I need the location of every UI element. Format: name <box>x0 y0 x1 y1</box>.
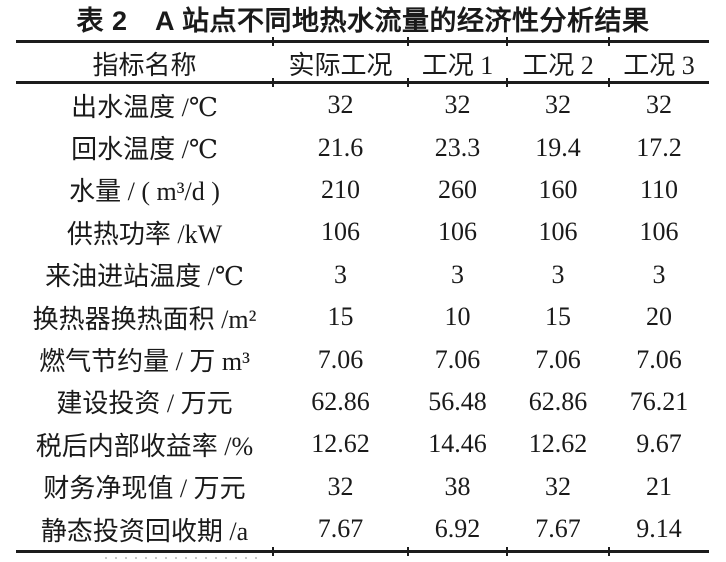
value-cell: 9.14 <box>636 514 682 544</box>
table-top-rule <box>16 40 709 43</box>
row-label: 建设投资 / 万元 <box>56 389 233 419</box>
column-divider-tick <box>407 37 409 46</box>
column-divider-tick <box>506 78 508 87</box>
value-cell: 7.67 <box>535 514 581 544</box>
row-label: 燃气节约量 / 万 m³ <box>39 347 250 377</box>
value-cell: 6.92 <box>434 514 481 544</box>
value-cell: 32 <box>646 90 672 120</box>
column-divider-tick <box>407 547 409 556</box>
row-label: 出水温度 /℃ <box>71 92 218 122</box>
value-cell: 3 <box>451 259 464 289</box>
page-edge-text-artifact <box>105 557 260 559</box>
row-label: 供热功率 /kW <box>66 219 223 249</box>
header-cell-indicator-name: 指标名称 <box>92 50 197 80</box>
value-cell: 32 <box>545 471 571 501</box>
value-cell: 19.4 <box>535 132 581 162</box>
value-cell: 7.06 <box>434 344 481 374</box>
value-cell: 10 <box>444 302 471 332</box>
row-label: 财务净现值 / 万元 <box>43 474 246 504</box>
row-label: 静态投资回收期 /a <box>40 516 249 546</box>
value-cell: 106 <box>438 217 477 247</box>
value-cell: 56.48 <box>428 386 487 416</box>
row-label: 水量 / ( m³/d ) <box>69 177 220 207</box>
column-divider-tick <box>272 37 274 46</box>
value-cell: 62.86 <box>311 386 370 416</box>
value-cell: 32 <box>545 90 571 120</box>
header-cell-scenario: 实际工况 <box>288 50 393 80</box>
value-cell: 76.21 <box>629 386 689 416</box>
table-header-rule <box>16 81 709 84</box>
row-label: 回水温度 /℃ <box>71 135 218 165</box>
value-cell: 23.3 <box>434 132 481 162</box>
column-divider-tick <box>608 78 610 87</box>
value-cell: 3 <box>652 259 666 289</box>
row-label: 换热器换热面积 /m² <box>32 304 257 334</box>
column-divider-tick <box>272 547 274 556</box>
value-cell: 3 <box>334 259 347 289</box>
column-divider-tick <box>506 547 508 556</box>
value-cell: 15 <box>327 302 354 332</box>
row-label: 税后内部收益率 /% <box>35 431 254 461</box>
value-cell: 20 <box>646 302 672 332</box>
value-cell: 110 <box>639 174 679 204</box>
value-cell: 32 <box>327 471 354 501</box>
value-cell: 7.06 <box>636 344 682 374</box>
table-caption: 表 2 A 站点不同地热水流量的经济性分析结果 <box>76 6 650 36</box>
header-cell-scenario: 工况 1 <box>421 50 494 80</box>
value-cell: 32 <box>444 90 471 120</box>
header-cell-scenario: 工况 3 <box>623 50 695 80</box>
value-cell: 12.62 <box>528 429 588 459</box>
value-cell: 9.67 <box>636 429 682 459</box>
column-divider-tick <box>608 37 610 46</box>
column-divider-tick <box>407 78 409 87</box>
value-cell: 3 <box>551 259 565 289</box>
row-label: 来油进站温度 /℃ <box>45 262 244 292</box>
value-cell: 7.06 <box>317 344 364 374</box>
table-bottom-rule <box>16 550 709 553</box>
value-cell: 62.86 <box>528 386 588 416</box>
value-cell: 17.2 <box>636 132 682 162</box>
value-cell: 38 <box>444 471 471 501</box>
value-cell: 106 <box>538 217 578 247</box>
column-divider-tick <box>272 78 274 87</box>
table-grid: 指标名称 实际工况 工况 1 工况 2 工况 3 出水温度 /℃ 32 32 32 32 回水温度 … <box>16 40 709 550</box>
column-divider-tick <box>506 37 508 46</box>
column-divider-tick <box>608 547 610 556</box>
value-cell: 12.62 <box>311 429 370 459</box>
value-cell: 7.06 <box>535 344 581 374</box>
value-cell: 210 <box>321 174 360 204</box>
value-cell: 15 <box>545 302 571 332</box>
value-cell: 260 <box>438 174 477 204</box>
value-cell: 21.6 <box>317 132 364 162</box>
header-cell-scenario: 工况 2 <box>522 50 594 80</box>
value-cell: 14.46 <box>428 429 487 459</box>
value-cell: 32 <box>327 90 354 120</box>
value-cell: 21 <box>646 471 672 501</box>
economics-analysis-table: 指标名称 实际工况 工况 1 工况 2 工况 3 出水温度 /℃ 32 32 32 32 回水温度 … <box>16 37 709 556</box>
value-cell: 106 <box>321 217 360 247</box>
value-cell: 7.67 <box>317 514 364 544</box>
value-cell: 160 <box>538 174 578 204</box>
value-cell: 106 <box>639 217 679 247</box>
